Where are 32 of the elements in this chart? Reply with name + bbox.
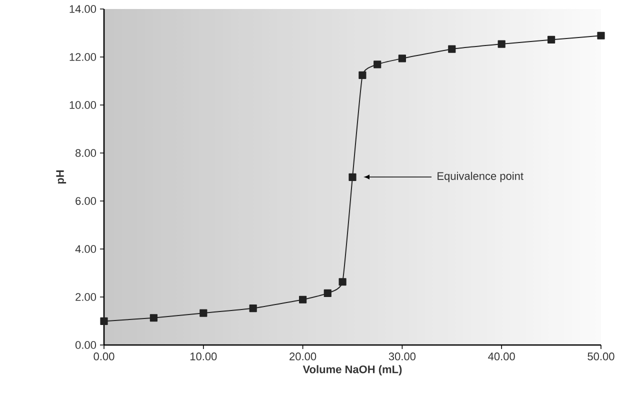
point xyxy=(100,317,108,326)
y-tick-label: 12.00 xyxy=(70,53,96,61)
point xyxy=(498,40,506,48)
x-axis-title: Volume NaOH (mL) xyxy=(302,365,402,376)
point xyxy=(298,296,307,304)
y-tick-label: 10.00 xyxy=(70,101,96,109)
point xyxy=(348,173,356,182)
point xyxy=(547,36,556,44)
x-tick-label: 10.00 xyxy=(190,352,217,360)
y-tick-label: 2.00 xyxy=(76,293,96,301)
point xyxy=(150,314,158,322)
annotation: Equivalence point xyxy=(438,172,524,182)
point xyxy=(374,60,382,68)
point xyxy=(338,278,346,286)
y-tick-label: 4.00 xyxy=(75,245,96,253)
point xyxy=(597,32,605,40)
point xyxy=(200,309,208,317)
x-tick-label: 20.00 xyxy=(290,352,316,360)
x-tick-label: 30.00 xyxy=(388,352,416,360)
point xyxy=(324,289,332,297)
y-tick-label: 6.00 xyxy=(76,197,96,205)
y-axis-title: pH xyxy=(56,170,66,184)
point xyxy=(358,71,366,80)
x-tick-label: 0.00 xyxy=(94,352,114,360)
x-tick-label: 40.00 xyxy=(488,352,515,360)
y-tick-label: 8.00 xyxy=(76,149,96,157)
point xyxy=(448,45,456,53)
point xyxy=(249,304,257,312)
y-tick-label: 0.00 xyxy=(75,341,96,349)
point xyxy=(398,54,406,62)
y-tick-label: 14.00 xyxy=(70,5,96,13)
x-tick-label: 50.00 xyxy=(588,352,614,360)
